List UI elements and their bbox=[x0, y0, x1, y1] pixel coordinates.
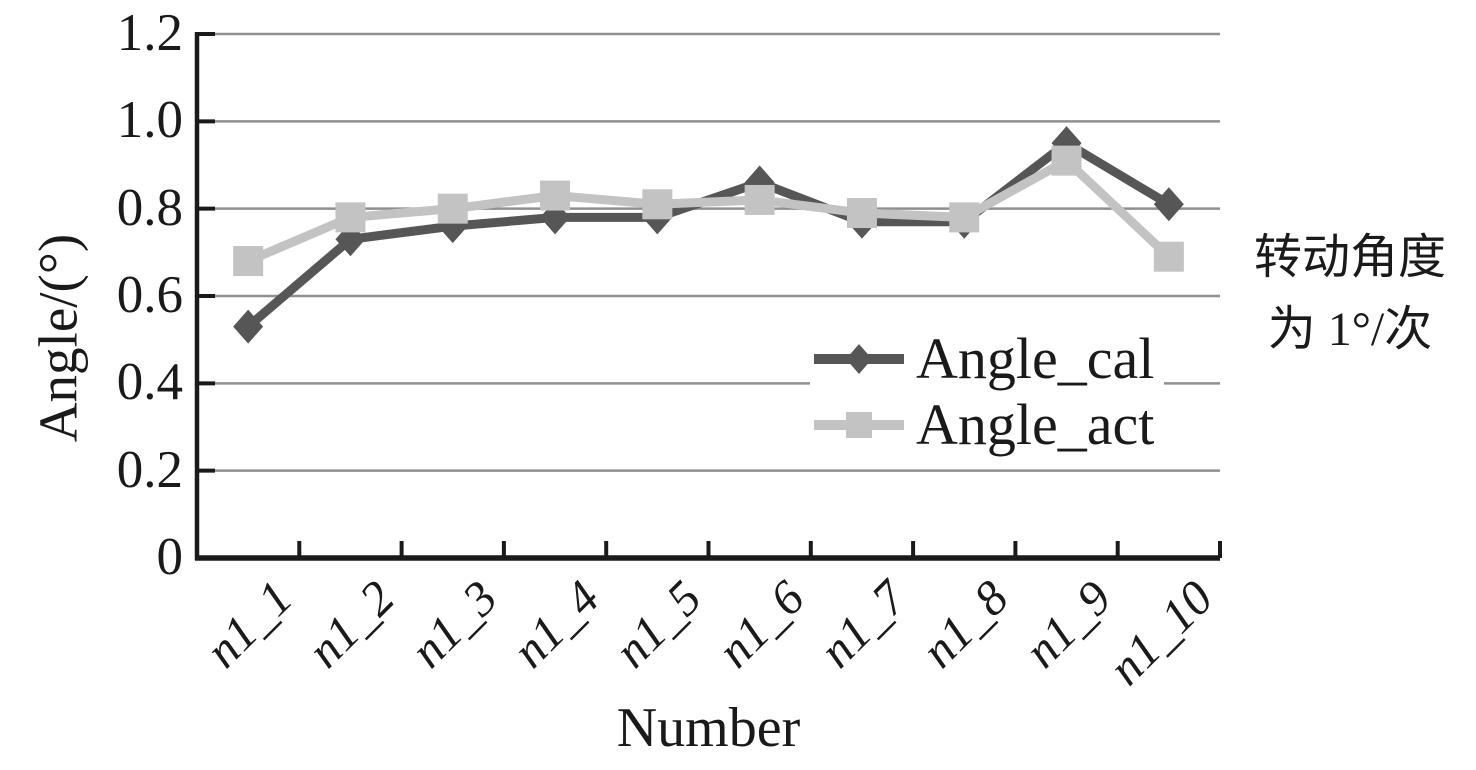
legend-label-angle-act: Angle_act bbox=[916, 392, 1155, 457]
y-tick-label: 0.6 bbox=[116, 266, 183, 324]
legend-entry-angle-act: Angle_act bbox=[812, 392, 1154, 458]
annotation-line-1: 转动角度 bbox=[1253, 231, 1446, 284]
y-axis-title: Angle/(°) bbox=[27, 233, 89, 443]
annotation-line-2: 为 1°/次 bbox=[1267, 303, 1433, 356]
x-axis-title: Number bbox=[616, 697, 801, 759]
legend: Angle_cal Angle_act bbox=[810, 326, 1165, 458]
legend-entry-angle-cal: Angle_cal bbox=[812, 326, 1154, 392]
y-tick-label: 1.0 bbox=[116, 91, 183, 150]
side-annotation: 转动角度 为 1°/次 bbox=[1224, 222, 1476, 366]
y-tick-label: 0.2 bbox=[116, 440, 183, 499]
legend-line-square-icon bbox=[814, 412, 904, 438]
legend-label-angle-cal: Angle_cal bbox=[916, 326, 1155, 391]
y-tick-label: 0.8 bbox=[116, 178, 183, 237]
y-tick-label: 0 bbox=[156, 528, 184, 586]
y-tick-label: 0.4 bbox=[116, 353, 183, 412]
y-tick-label: 1.2 bbox=[116, 4, 183, 62]
legend-line-diamond-icon bbox=[814, 344, 904, 374]
